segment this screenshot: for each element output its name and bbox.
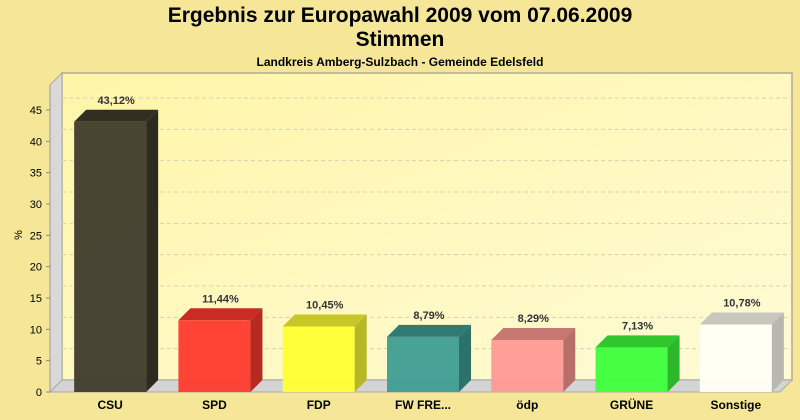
y-tick-label: 45: [30, 105, 42, 117]
chart-title: Ergebnis zur Europawahl 2009 vom 07.06.2…: [167, 4, 633, 27]
y-tick-label: 0: [36, 387, 42, 399]
y-axis: 0 5 10 15 20 25 30 35 40 45: [30, 85, 51, 399]
plot-side-wall: [49, 71, 63, 394]
bar-front: [491, 340, 564, 392]
bar-0: [74, 109, 159, 392]
x-tick-label: CSU: [97, 398, 122, 412]
bar-top: [699, 312, 784, 325]
x-tick-label: ödp: [516, 398, 538, 412]
bar-1: [178, 308, 263, 392]
gridline-side: [49, 222, 63, 236]
y-tick-label: 5: [36, 356, 42, 368]
bar-front: [387, 336, 459, 392]
bar-4: [491, 328, 576, 392]
bar-5: [595, 335, 680, 392]
gridline-side: [49, 348, 63, 362]
gridline-side: [49, 285, 63, 299]
data-label: 8,79%: [413, 310, 444, 322]
y-tick-label: 35: [30, 168, 42, 180]
bars: [74, 109, 784, 392]
data-labels: 43,12% 11,44% 10,45% 8,79% 8,29% 7,13% 10,78%: [97, 95, 760, 333]
gridline-side: [49, 97, 63, 111]
y-tick-label: 15: [30, 293, 42, 305]
data-label: 7,13%: [622, 320, 653, 332]
bar-front: [74, 121, 147, 392]
bar-top: [178, 308, 263, 321]
y-tick-label: 10: [30, 324, 42, 336]
bar-front: [595, 347, 668, 392]
y-tick-label: 40: [30, 136, 42, 148]
gridline-side: [49, 160, 63, 174]
x-tick-label: GRÜNE: [610, 397, 653, 412]
chart-region-subtitle: Landkreis Amberg-Sulzbach - Gemeinde Ede…: [256, 55, 544, 69]
bar-side: [250, 308, 263, 392]
bar-side: [354, 314, 367, 392]
x-tick-label: Sonstige: [711, 398, 762, 412]
bar-top: [595, 335, 680, 348]
gridline-side: [49, 316, 63, 330]
bar-3: [387, 324, 471, 392]
bar-top: [387, 324, 471, 337]
bar-top: [282, 314, 367, 327]
x-tick-label: SPD: [202, 398, 227, 412]
bar-2: [282, 314, 367, 392]
x-tick-label: FW FRE...: [395, 398, 451, 412]
bar-side: [771, 312, 784, 392]
x-tick-label: FDP: [307, 398, 331, 412]
x-axis: CSU SPD FDP FW FRE... ödp GRÜNE Sonstige: [97, 397, 761, 412]
bar-top: [74, 109, 159, 122]
bar-6: [699, 312, 784, 392]
gridline-side: [49, 254, 63, 268]
bar-front: [282, 326, 355, 392]
y-axis-label: %: [13, 230, 25, 240]
chart-subtitle: Stimmen: [355, 28, 445, 51]
data-label: 10,78%: [723, 297, 761, 309]
y-tick-label: 25: [30, 230, 42, 242]
data-label: 43,12%: [97, 95, 135, 107]
bar-side: [459, 324, 471, 392]
bar-side: [667, 335, 680, 392]
gridline-side: [49, 191, 63, 205]
y-tick-label: 30: [30, 199, 42, 211]
bar-front: [699, 324, 772, 392]
bar-top: [491, 328, 576, 341]
bar-side: [146, 109, 159, 392]
data-label: 11,44%: [202, 293, 239, 305]
bar-front: [178, 320, 251, 392]
bar-side: [563, 328, 576, 392]
data-label: 10,45%: [306, 300, 344, 312]
gridline-side: [49, 128, 63, 142]
data-label: 8,29%: [518, 313, 549, 325]
y-tick-label: 20: [30, 262, 42, 274]
